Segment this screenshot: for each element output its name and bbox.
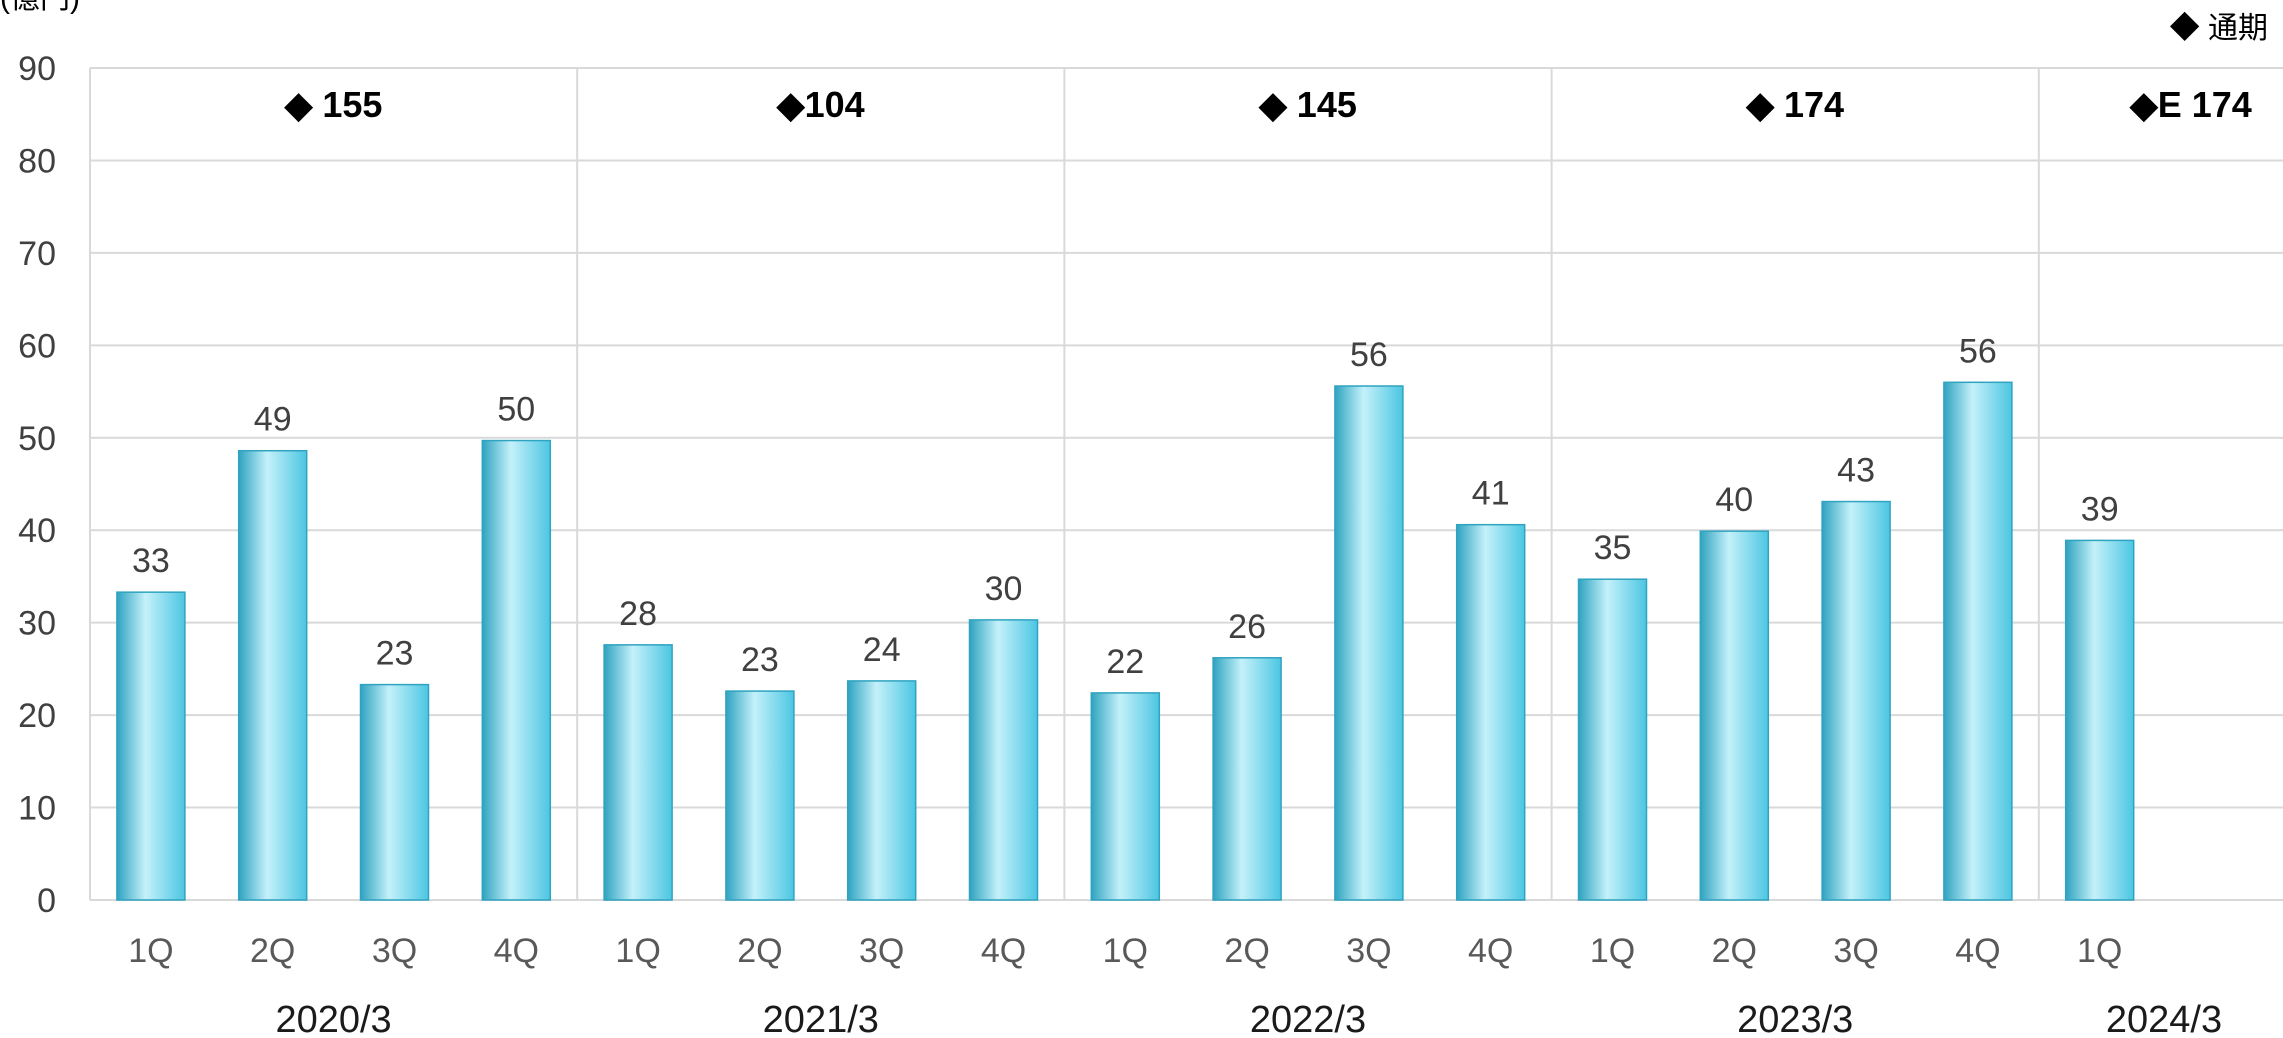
quarter-label: 4Q — [981, 932, 1026, 970]
value-label: 49 — [254, 401, 292, 439]
bar-2020-3-3Q — [359, 683, 430, 901]
value-label: 35 — [1594, 529, 1632, 567]
bar-2022-3-4Q — [1455, 523, 1526, 901]
bar-2020-3-1Q — [116, 591, 186, 901]
quarter-label: 1Q — [2077, 932, 2122, 970]
value-label: 28 — [619, 595, 657, 633]
y-tick-label: 90 — [18, 50, 56, 88]
quarter-label: 2Q — [737, 932, 782, 970]
quarter-label: 3Q — [1833, 932, 1878, 970]
period-label: 2020/3 — [275, 999, 391, 1038]
quarter-label: 2Q — [1224, 932, 1269, 970]
y-tick-label: 80 — [18, 142, 56, 180]
annual-total-label: ◆E 174 — [2129, 84, 2252, 125]
bar-2020-3-2Q — [237, 449, 308, 901]
y-tick-label: 0 — [37, 882, 56, 920]
quarter-label: 4Q — [494, 932, 539, 970]
bar-2023-3-3Q — [1821, 500, 1891, 901]
y-tick-label: 30 — [18, 605, 56, 643]
bar-2023-3-4Q — [1943, 381, 2013, 901]
quarter-label: 3Q — [859, 932, 904, 970]
bar-2023-3-1Q — [1577, 578, 1648, 901]
quarter-label: 1Q — [128, 932, 173, 970]
period-label: 2023/3 — [1737, 999, 1853, 1038]
value-label: 24 — [863, 631, 901, 669]
quarter-label: 2Q — [1712, 932, 1757, 970]
quarter-label: 1Q — [1103, 932, 1148, 970]
grid-layer — [89, 67, 2283, 901]
annual-total-label: ◆ 155 — [284, 84, 383, 125]
quarter-label: 4Q — [1468, 932, 1513, 970]
value-label: 33 — [132, 542, 170, 580]
y-tick-label: 60 — [18, 327, 56, 365]
y-tick-label: 70 — [18, 235, 56, 273]
bar-2022-3-2Q — [1212, 657, 1282, 901]
bar-2021-3-3Q — [846, 680, 917, 901]
value-label: 43 — [1837, 452, 1875, 490]
bar-2021-3-4Q — [968, 619, 1039, 901]
y-tick-label: 50 — [18, 420, 56, 458]
bar-2021-3-1Q — [603, 644, 673, 901]
y-tick-label: 20 — [18, 697, 56, 735]
annual-total-label: ◆104 — [776, 84, 865, 125]
period-label: 2024/3 — [2106, 999, 2222, 1038]
quarter-label: 3Q — [1346, 932, 1391, 970]
quarter-label: 3Q — [372, 932, 417, 970]
annual-total-label: ◆ 145 — [1258, 84, 1357, 125]
value-label: 23 — [376, 635, 414, 673]
value-label: 39 — [2081, 490, 2119, 528]
y-tick-label: 10 — [18, 790, 56, 828]
period-label: 2022/3 — [1250, 999, 1366, 1038]
legend-annual: ◆ 通期 — [2170, 12, 2268, 45]
value-label: 56 — [1959, 332, 1997, 370]
value-label: 26 — [1228, 608, 1266, 646]
value-label: 40 — [1715, 481, 1753, 519]
value-label: 23 — [741, 641, 779, 679]
period-label: 2021/3 — [763, 999, 879, 1038]
bar-2021-3-2Q — [725, 690, 795, 901]
bar-2023-3-2Q — [1699, 530, 1770, 901]
bar-2020-3-4Q — [481, 439, 552, 901]
bar-2022-3-3Q — [1334, 385, 1404, 901]
quarter-label: 1Q — [1590, 932, 1635, 970]
bar-layer — [116, 381, 2135, 901]
quarter-label: 2Q — [250, 932, 295, 970]
label-layer: 0 10 20 30 40 50 60 70 80 90 33 1Q 49 2Q 23 3Q 50 4Q ◆ 155… — [18, 50, 2252, 1038]
unit-label: (億円) — [0, 0, 80, 15]
value-label: 22 — [1106, 643, 1144, 681]
annual-total-label: ◆ 174 — [1745, 84, 1844, 125]
value-label: 41 — [1472, 475, 1510, 513]
value-label: 56 — [1350, 336, 1388, 374]
bar-2022-3-1Q — [1090, 692, 1161, 901]
quarter-label: 4Q — [1955, 932, 2000, 970]
value-label: 30 — [985, 570, 1023, 608]
bar-2024-3-1Q — [2064, 539, 2135, 901]
y-tick-label: 40 — [18, 512, 56, 550]
value-label: 50 — [497, 391, 535, 429]
quarter-label: 1Q — [615, 932, 660, 970]
